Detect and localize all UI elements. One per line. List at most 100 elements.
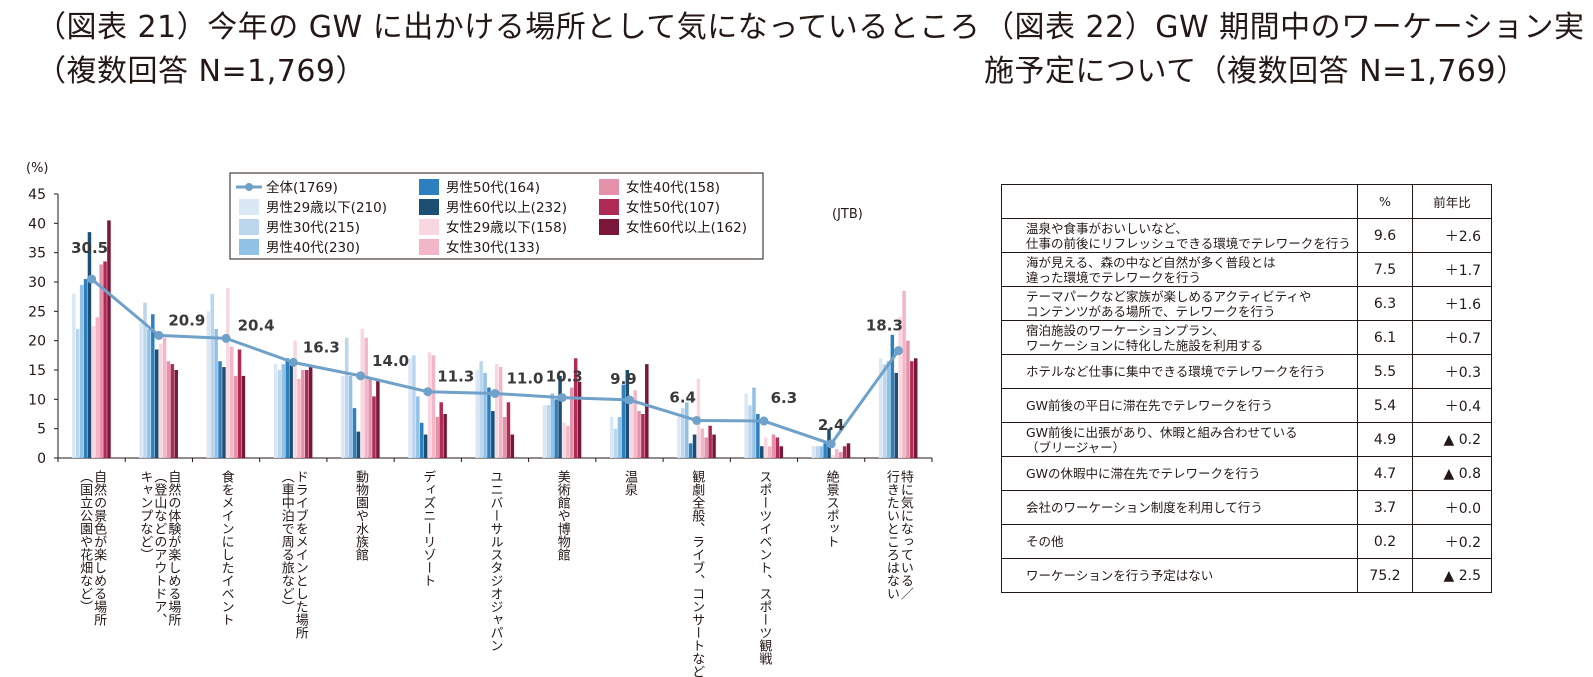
table-cell-item: GW前後の平日に滞在先でテレワークを行う [1001,388,1358,423]
legend-item: 女性30代(133) [419,239,540,256]
table-cell-diff: ＋1.7 [1412,252,1492,287]
bar [831,455,835,458]
table-cell-diff: ＋0.3 [1412,354,1492,389]
overall-data-label: 16.3 [303,338,340,356]
legend-point-swatch [245,183,253,191]
bar [491,411,495,458]
table-cell-diff: ＋1.6 [1412,286,1492,321]
legend-label: 男性50代(164) [446,180,540,196]
overall-data-label: 9.9 [610,370,637,388]
table-cell-diff: ＋0.7 [1412,320,1492,355]
bar [170,364,175,458]
chart-line [87,274,903,449]
bar [226,287,230,458]
legend-item: 男性50代(164) [419,179,540,196]
legend-swatch [239,219,259,235]
figure-21-title-line1: （図表 21）今年の GW に出かける場所として気になっているところ [36,10,981,45]
table-cell-item: ワーケーションを行う予定はない [1001,558,1358,593]
x-category-label: スポーツイベント、スポーツ観戦 [756,470,772,666]
overall-series-point [557,393,567,403]
overall-series-point [692,415,702,425]
bar [894,372,898,458]
bar [906,340,910,458]
bar [151,314,155,458]
overall-series-point [221,333,231,343]
bar [835,449,839,458]
x-category-label-line: 動物園や水族館 [353,470,369,561]
table-cell-item-line: ホテルなど仕事に集中できる環境でテレワークを行う [1026,364,1326,379]
table-cell-diff: ＋0.2 [1412,524,1492,559]
bar [570,387,574,458]
overall-series-point [154,330,164,340]
bar [103,261,107,458]
x-category-label-line: （車中泊で周る旅など） [279,470,295,613]
figure-22-title-line2: 施予定について（複数回答 N=1,769） [984,54,1527,89]
legend-item: 女性40代(158) [599,179,720,196]
bar [83,279,88,458]
bar [771,434,776,458]
bar [775,437,780,458]
bar [305,370,309,458]
y-tick-label: 10 [28,392,46,408]
overall-series-point [87,274,97,284]
legend-swatch [239,199,259,215]
source-label: (JTB) [832,207,863,222]
x-category-label-line: 絶景スポット [824,469,840,548]
bar [87,232,92,458]
table-cell-item-line: 海が見える、森の中など自然が多く普段とは [1026,254,1276,270]
bar [237,349,242,458]
table-row: ワーケーションを行う予定はない 75.2 ▲ 2.5 [1001,558,1492,593]
table-row: ホテルなど仕事に集中できる環境でテレワークを行う 5.5 ＋0.3 [1001,354,1492,389]
table-cell-item-line: ワーケーションに特化した施設を利用する [1026,337,1264,353]
bar [341,375,345,458]
legend-item: 女性50代(107) [599,199,720,216]
bar [412,355,416,458]
table-cell-item-line: （ブリージャー） [1026,439,1126,455]
y-tick-label: 25 [28,304,46,320]
figure-22-table: % 前年比 温泉や食事がおいしいなど、 仕事の前後にリフレッシュできる環境でテレワ… [1001,184,1492,593]
table-cell-item-line: 宿泊施設のワーケーションプラン、 [1026,322,1225,338]
legend-label: 女性60代以上(162) [626,219,747,236]
bar [763,437,768,458]
overall-series-point [423,387,433,397]
table-header-pct: % [1357,184,1413,219]
bar [344,337,349,458]
bar [368,378,372,458]
y-tick-label: 40 [28,216,46,232]
bar [210,293,214,458]
table-cell-pct: 6.1 [1357,320,1413,355]
bar [744,393,748,458]
legend-item: 全体(1769) [236,179,338,196]
legend-label: 女性29歳以下(158) [446,219,567,236]
legend-label: 全体(1769) [266,179,338,196]
overall-series-point [490,388,500,398]
table-cell-item-line: コンテンツがある場所で、テレワークを行う [1026,303,1276,319]
bar [704,437,708,458]
bar [684,402,689,458]
table-header-item [1001,184,1358,219]
figure-21-title-line2: （複数回答 N=1,769） [36,54,366,89]
bar [566,425,570,458]
overall-data-label: 14.0 [372,352,409,370]
x-category-label-line: キャンプなど） [137,470,153,561]
table-cell-diff: ＋0.0 [1412,490,1492,525]
legend-swatch [239,239,259,255]
y-tick-label: 30 [28,275,46,291]
bar [609,416,614,458]
bar [214,328,218,458]
bar [107,220,111,458]
bar [882,364,887,458]
bar [625,370,630,458]
bar [550,393,555,458]
bar [147,328,151,458]
bar [427,352,432,458]
legend-swatch [599,199,619,215]
bar [708,425,712,458]
chart-legend: 全体(1769) 男性29歳以下(210) 男性30代(215) 男性40代(230)… [229,172,764,260]
x-category-label-line: 食をメインにしたイベント [219,469,235,626]
chart-axes: 0 5 10 15 20 25 30 35 40 45 [28,187,933,467]
y-tick-label: 35 [28,246,46,262]
bar [890,334,895,458]
x-category-label: 自然の景色が楽しめる場所（国立公園や花畑など） [77,470,107,626]
bar [419,422,424,458]
